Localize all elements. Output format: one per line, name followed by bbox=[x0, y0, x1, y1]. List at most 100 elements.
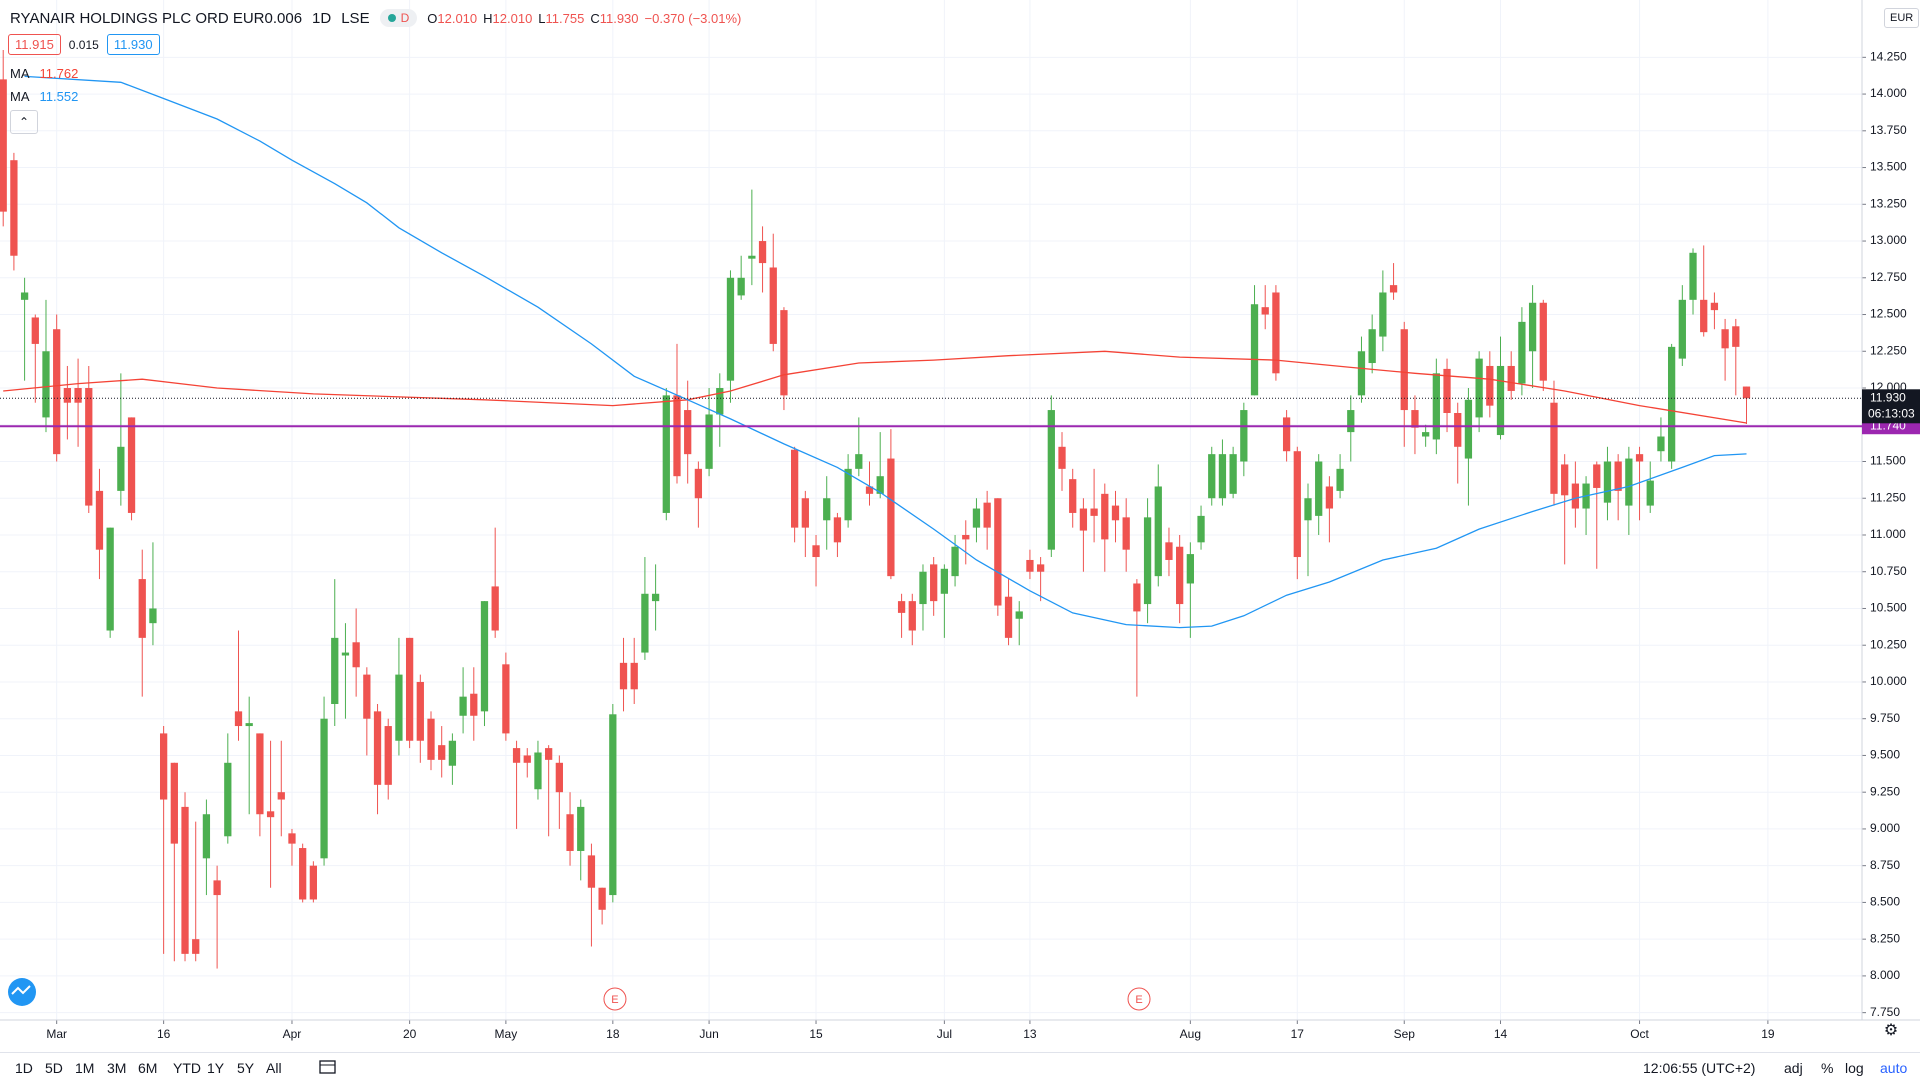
candle-body bbox=[277, 792, 285, 800]
candle-body bbox=[1315, 461, 1323, 516]
candle-body bbox=[127, 417, 136, 513]
candle-body bbox=[405, 637, 414, 741]
range-button[interactable]: All bbox=[266, 1060, 282, 1076]
x-tick-label: 13 bbox=[1023, 1027, 1037, 1041]
range-button[interactable]: 1D bbox=[15, 1060, 33, 1076]
ohlc-value: 11.930 bbox=[599, 10, 639, 26]
ohlc-item: O12.010 bbox=[427, 11, 477, 26]
ask[interactable]: 11.930 bbox=[106, 34, 160, 55]
x-tick-label: Jul bbox=[937, 1027, 952, 1041]
candle-body bbox=[1058, 446, 1066, 469]
candle-body bbox=[170, 762, 178, 844]
legend-row: MA 11.552 bbox=[10, 89, 78, 104]
y-tick-label: 13.750 bbox=[1870, 123, 1907, 137]
ohlc-key: L bbox=[538, 10, 546, 26]
candle-body bbox=[545, 748, 553, 760]
candle-body bbox=[897, 601, 906, 613]
bid[interactable]: 11.915 bbox=[8, 34, 61, 55]
symbol-title: RYANAIR HOLDINGS PLC ORD EUR0.006 bbox=[10, 9, 303, 27]
ohlc-key: O bbox=[427, 10, 438, 26]
candle-body bbox=[448, 740, 457, 766]
option-button[interactable]: auto bbox=[1880, 1060, 1908, 1076]
currency[interactable]: EUR bbox=[1884, 8, 1920, 28]
ohlc-values: O12.010 H12.010 L11.755 C11.930 −0.370 (−3.0… bbox=[427, 11, 741, 26]
candle-body bbox=[384, 726, 392, 785]
option-button[interactable]: % bbox=[1821, 1060, 1834, 1076]
ohlc-value: 12.010 bbox=[492, 10, 533, 26]
candle-body bbox=[1528, 302, 1537, 352]
y-tick-label: 13.500 bbox=[1870, 160, 1907, 174]
candle-body bbox=[748, 255, 756, 259]
range-button[interactable]: 1Y bbox=[207, 1060, 225, 1076]
earnings-marker[interactable] bbox=[603, 987, 627, 1011]
interval[interactable]: 1D bbox=[312, 9, 332, 27]
candle-body bbox=[395, 674, 403, 741]
candle-body bbox=[1282, 417, 1291, 452]
candle-body bbox=[844, 468, 852, 521]
candle-body bbox=[1368, 329, 1376, 364]
candle-body bbox=[609, 714, 617, 896]
option-button[interactable]: adj bbox=[1784, 1060, 1803, 1076]
candle-body bbox=[1176, 546, 1184, 605]
range-button[interactable]: 5Y bbox=[237, 1060, 255, 1076]
candle-body bbox=[1047, 410, 1055, 550]
range-button[interactable]: 1M bbox=[75, 1060, 95, 1076]
collapse-button[interactable]: ⌃ bbox=[10, 110, 38, 134]
legend-row: MA 11.762 bbox=[10, 66, 78, 81]
range-button[interactable]: 5D bbox=[45, 1060, 63, 1076]
ohlc-value: 11.755 bbox=[545, 10, 585, 26]
logo-mark bbox=[11, 985, 31, 995]
candle-body bbox=[1336, 468, 1344, 491]
candle-body bbox=[1240, 410, 1248, 462]
candle-body bbox=[502, 664, 510, 734]
candle-body bbox=[801, 498, 809, 528]
legend-name: MA bbox=[10, 66, 30, 81]
option-button[interactable]: log bbox=[1845, 1060, 1864, 1076]
range-button[interactable]: 3M bbox=[107, 1060, 127, 1076]
candle-body bbox=[662, 395, 670, 513]
candle-body bbox=[1689, 252, 1697, 300]
price-label-bg bbox=[1862, 389, 1920, 424]
candle-body bbox=[1422, 432, 1430, 437]
candle-body bbox=[309, 865, 317, 900]
ohlc-key: C bbox=[590, 10, 600, 26]
candle-body bbox=[1004, 596, 1013, 638]
candle-body bbox=[1250, 304, 1259, 396]
candle-body bbox=[0, 79, 7, 212]
y-tick-label: 10.000 bbox=[1870, 674, 1907, 688]
ohlc-item: L11.755 bbox=[538, 11, 584, 26]
price-label: 11.930 bbox=[1870, 390, 1906, 404]
candle-body bbox=[577, 806, 585, 851]
y-tick-label: 9.500 bbox=[1870, 748, 1900, 762]
candle-body bbox=[31, 317, 39, 344]
candle-body bbox=[769, 267, 777, 344]
candle-body bbox=[1036, 564, 1045, 572]
x-tick-label: Apr bbox=[283, 1027, 302, 1041]
candle-body bbox=[1507, 365, 1515, 391]
candle-body bbox=[865, 486, 874, 494]
candle-body bbox=[1133, 583, 1141, 612]
candle-body bbox=[363, 674, 371, 719]
range-button[interactable]: YTD bbox=[173, 1060, 201, 1076]
y-tick-label: 13.000 bbox=[1870, 233, 1907, 247]
spread: 0.015 bbox=[68, 37, 99, 52]
calendar-icon[interactable] bbox=[318, 1058, 338, 1076]
candle-body bbox=[598, 887, 606, 910]
candle-body bbox=[53, 329, 61, 455]
candle-body bbox=[266, 811, 275, 818]
candle-body bbox=[245, 723, 253, 727]
y-tick-label: 9.250 bbox=[1870, 784, 1900, 798]
range-button[interactable]: 6M bbox=[138, 1060, 158, 1076]
candle-body bbox=[994, 498, 1002, 606]
clock: 12:06:55 (UTC+2) bbox=[1643, 1060, 1756, 1076]
candle-body bbox=[705, 414, 713, 469]
candle-body bbox=[1101, 493, 1109, 540]
candle-body bbox=[1218, 454, 1227, 499]
ohlc-item: H12.010 bbox=[483, 11, 532, 26]
candle-body bbox=[587, 855, 596, 888]
ohlc-key: H bbox=[483, 10, 493, 26]
candle-body bbox=[930, 564, 938, 602]
candle-body bbox=[791, 449, 799, 528]
candle-body bbox=[470, 693, 478, 716]
earnings-marker[interactable] bbox=[1127, 987, 1151, 1011]
